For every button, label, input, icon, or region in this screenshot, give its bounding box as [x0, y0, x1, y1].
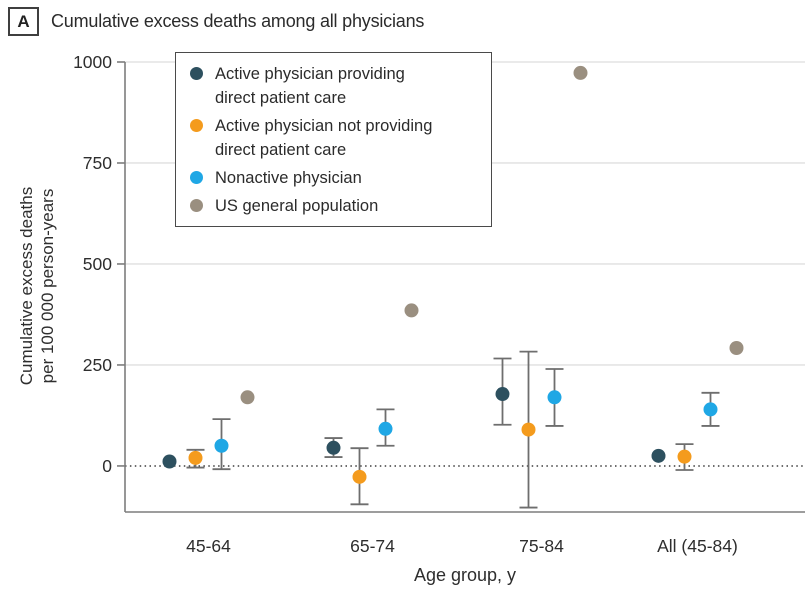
data-point — [240, 390, 255, 405]
x-tick-label: 75-84 — [519, 536, 564, 556]
data-point — [573, 65, 588, 80]
legend-label: Nonactive physician — [215, 169, 362, 187]
y-tick-label: 250 — [83, 355, 112, 375]
legend-label: Active physician not providing — [215, 117, 433, 135]
data-point — [378, 421, 393, 436]
y-tick-label: 750 — [83, 153, 112, 173]
legend-dot-gray — [190, 199, 203, 212]
legend-box: Active physician providing direct patien… — [175, 52, 492, 227]
x-tick-label: All (45-84) — [657, 536, 738, 556]
data-point — [162, 454, 177, 469]
legend-dot-teal — [190, 67, 203, 80]
data-point — [729, 340, 744, 355]
y-axis-label: Cumulative excess deaths per 100 000 per… — [16, 136, 58, 436]
legend-dot-cyan — [190, 171, 203, 184]
data-point — [521, 422, 536, 437]
data-point — [651, 448, 666, 463]
legend-label: Active physician providing — [215, 65, 405, 83]
legend-label: US general population — [215, 197, 379, 215]
y-axis-label-line1: Cumulative excess deaths — [17, 186, 36, 386]
legend-label: direct patient care — [215, 89, 347, 107]
x-axis-label: Age group, y — [414, 565, 516, 585]
legend-item-nonactive: Nonactive physician — [190, 166, 477, 190]
legend-item-active-no-direct-care: Active physician not providing direct pa… — [190, 114, 477, 162]
legend-label: direct patient care — [215, 141, 347, 159]
chart-header: A Cumulative excess deaths among all phy… — [8, 7, 424, 36]
data-point — [352, 469, 367, 484]
y-tick-label: 0 — [102, 456, 112, 476]
y-tick-label: 500 — [83, 254, 112, 274]
panel-letter-badge: A — [8, 7, 39, 36]
legend-item-us-population: US general population — [190, 194, 477, 218]
data-point — [404, 303, 419, 318]
data-point — [188, 450, 203, 465]
legend-item-active-direct-care: Active physician providing direct patien… — [190, 62, 477, 110]
data-point — [326, 440, 341, 455]
data-point — [703, 402, 718, 417]
data-point — [677, 449, 692, 464]
data-point — [547, 390, 562, 405]
legend-dot-orange — [190, 119, 203, 132]
data-point — [495, 387, 510, 402]
y-axis-label-line2: per 100 000 person-years — [38, 188, 57, 384]
data-point — [214, 438, 229, 453]
y-tick-label: 1000 — [73, 52, 112, 72]
x-tick-label: 45-64 — [186, 536, 231, 556]
x-tick-label: 65-74 — [350, 536, 395, 556]
chart-title: Cumulative excess deaths among all physi… — [51, 11, 425, 31]
